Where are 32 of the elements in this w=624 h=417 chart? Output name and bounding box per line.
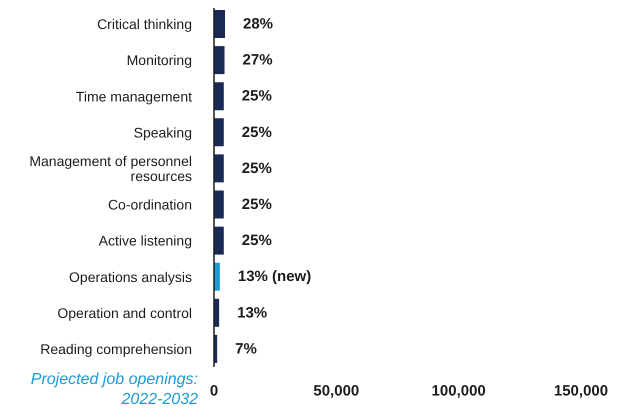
bar — [214, 190, 224, 218]
bar — [214, 82, 224, 110]
y-tick-label: Speaking — [134, 124, 192, 140]
x-tick-label: 100,000 — [432, 382, 486, 400]
bar — [214, 226, 224, 255]
y-tick-label: Time management — [76, 88, 192, 104]
y-tick-label: Active listening — [98, 232, 192, 249]
y-tick-label: Management of personnel resources — [29, 152, 192, 184]
annotation: 25% — [242, 160, 272, 177]
annotation: 13% (new) — [238, 268, 312, 286]
y-tick-label: Operations analysis — [69, 268, 192, 285]
x-axis-title: Projected job openings: 2022-2032 — [30, 370, 198, 410]
annotation: 25% — [242, 232, 272, 250]
bar — [214, 118, 224, 146]
annotation: 25% — [242, 196, 272, 213]
bar — [214, 154, 224, 182]
annotation: 13% — [237, 304, 268, 322]
x-tick-label: 50,000 — [313, 382, 360, 400]
annotation: 25% — [242, 124, 272, 141]
annotation: 25% — [242, 88, 272, 105]
annotation: 7% — [235, 340, 257, 358]
bar — [214, 46, 225, 74]
y-tick-label: Co-ordination — [108, 196, 192, 213]
y-tick-label: Monitoring — [126, 52, 192, 68]
bar — [214, 10, 226, 38]
x-tick-label: 0 — [210, 382, 218, 400]
y-tick-label: Reading comprehension — [40, 340, 192, 357]
y-tick-label: Critical thinking — [97, 16, 192, 32]
y-tick-label: Operation and control — [57, 304, 192, 321]
annotation: 28% — [243, 16, 274, 32]
x-tick-label: 150,000 — [554, 382, 608, 400]
annotation: 27% — [242, 52, 273, 69]
